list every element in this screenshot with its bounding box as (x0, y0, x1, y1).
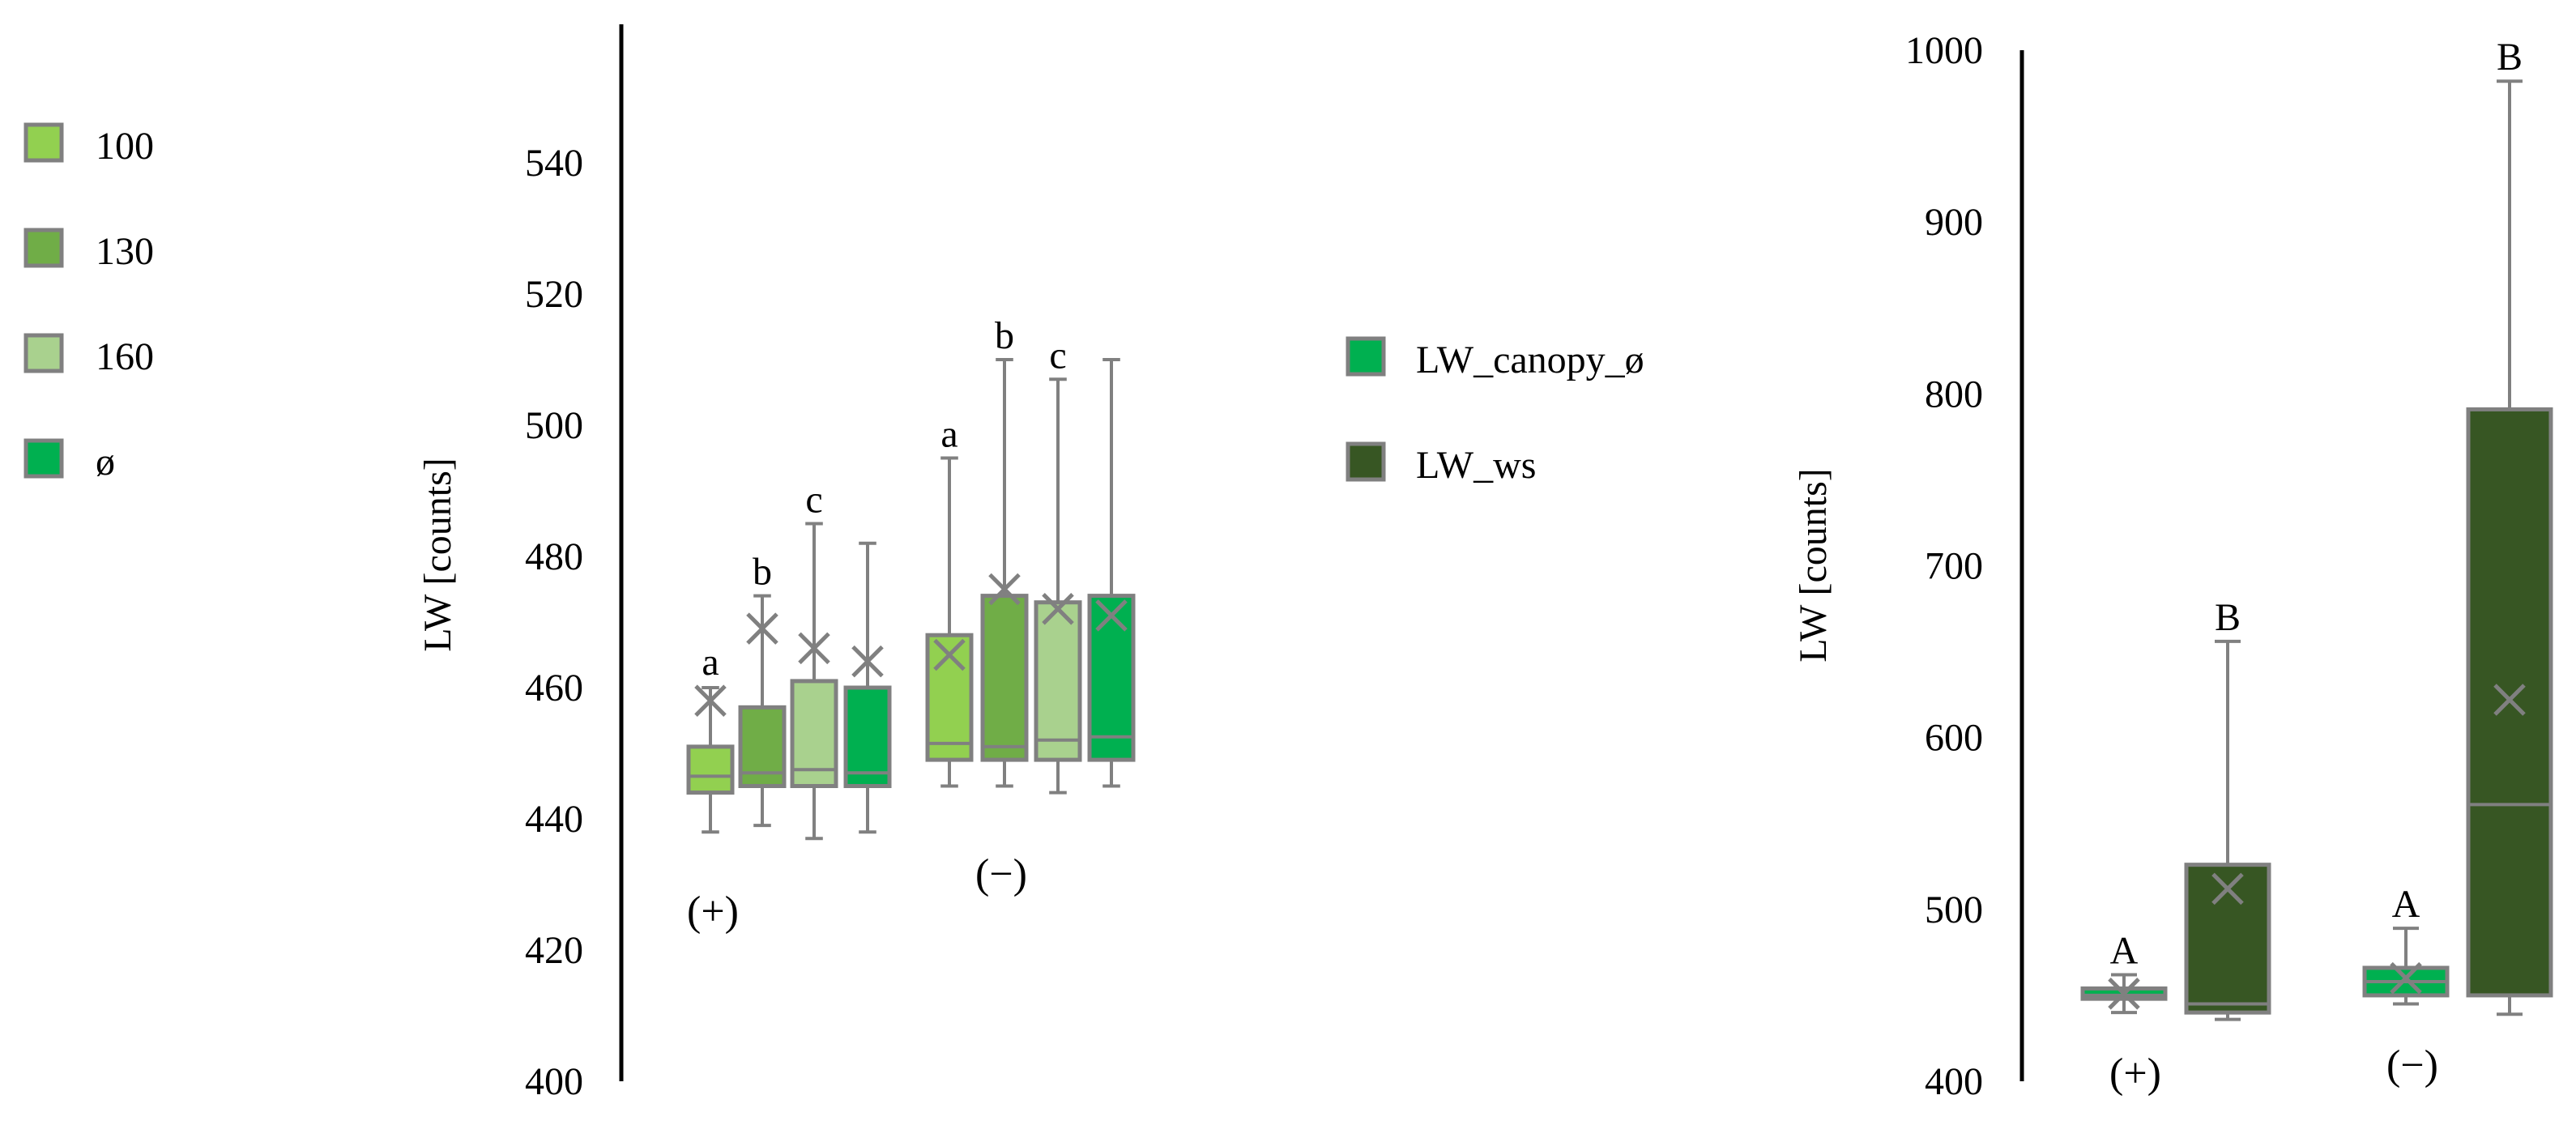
legend-right: LW_canopy_ø LW_ws (1346, 336, 1644, 487)
chart1-160-minus-significance-letter: c (1049, 334, 1066, 377)
chart2-y-tick-800: 800 (1925, 373, 1983, 415)
chart2-lw-canopy-mean-plus-boxplot: A (2080, 929, 2168, 1015)
chart2-lw-canopy-mean-minus-significance-letter: A (2392, 883, 2420, 926)
chart1-y-tick-440: 440 (525, 798, 583, 841)
chart2-group-label-plus: (+) (2109, 1050, 2161, 1097)
chart1-160-plus-mean-marker-b (798, 632, 830, 665)
chart2-lw-ws-minus-mean-marker-b (2493, 684, 2526, 716)
chart1-160-plus-boxplot: c (790, 479, 838, 841)
legend-item-mean: ø (23, 438, 115, 484)
chart1-100-plus-boxplot: a (686, 641, 735, 834)
chart1-100-plus-significance-letter: a (702, 641, 719, 684)
chart1-y-tick-500: 500 (525, 404, 583, 447)
chart2-lw-ws-plus-boxplot: B (2184, 596, 2271, 1021)
chart2-lw-canopy-mean-minus-mean-marker-b (2390, 961, 2422, 995)
chart1-130-plus-boxplot: b (738, 551, 787, 828)
chart1-mean-minus-mean-marker-b (1095, 599, 1128, 632)
chart1-130-minus-significance-letter: b (995, 314, 1014, 357)
legend-left: 100 130 160 ø (23, 122, 154, 484)
chart2-lw-canopy-mean-minus-boxplot: A (2362, 883, 2450, 1006)
chart1-160-minus-mean-marker-b (1042, 593, 1074, 625)
legend-item-160: 160 (23, 333, 154, 378)
chart1-y-tick-520: 520 (525, 273, 583, 316)
chart2-y-ticks: 400 500 600 700 800 900 1000 (1905, 29, 1983, 1103)
chart1-100-minus-boxplot: a (925, 413, 974, 788)
legend-item-lw-canopy: LW_canopy_ø (1346, 336, 1644, 381)
chart1-160-minus-box (1034, 600, 1082, 762)
chart2-y-axis-label: LW [counts] (1792, 468, 1835, 662)
chart1-y-tick-400: 400 (525, 1060, 583, 1103)
legend-label-130: 130 (96, 230, 154, 273)
chart2-lw-ws-plus-mean-marker-b (2211, 872, 2244, 906)
legend-label-160: 160 (96, 335, 154, 378)
legend-label-100: 100 (96, 125, 154, 168)
chart1-group-label-minus: (−) (975, 851, 1027, 897)
legend-label-lw-ws: LW_ws (1416, 444, 1536, 487)
legend-swatch-lw-ws (1346, 441, 1386, 482)
legend-swatch-100 (23, 122, 64, 163)
chart1-y-axis-label: LW [counts] (416, 458, 459, 651)
chart1-130-plus-significance-letter: b (753, 551, 772, 594)
legend-item-100: 100 (23, 122, 154, 168)
legend-item-130: 130 (23, 228, 154, 273)
chart1-130-minus-mean-marker-b (988, 573, 1021, 606)
chart2-y-tick-600: 600 (1925, 717, 1983, 760)
legend-item-lw-ws: LW_ws (1346, 441, 1536, 487)
chart1-160-minus-boxplot: c (1034, 334, 1082, 795)
chart2-lw-ws-plus-significance-letter: B (2215, 596, 2241, 639)
chart1-mean-plus-boxplot (843, 541, 892, 834)
chart1-y-axis: 400 420 440 460 480 500 520 540 (525, 24, 624, 1103)
chart1-130-plus-mean-marker-b (746, 612, 778, 645)
chart2-y-tick-700: 700 (1925, 545, 1983, 588)
chart1-group-label-plus: (+) (687, 888, 739, 935)
chart1-mean-plus-box (843, 685, 892, 788)
chart2-lw-canopy-mean-plus-mean-marker-b (2108, 978, 2140, 1010)
legend-swatch-130 (23, 228, 64, 268)
chart2-group-label-minus: (−) (2386, 1042, 2438, 1089)
chart1-130-minus-box (980, 594, 1029, 762)
chart2-y-axis: 400 500 600 700 800 900 1000 (1905, 29, 2024, 1103)
chart1-100-plus-mean-marker-b (694, 684, 727, 717)
chart1-mean-plus-mean-marker-b (851, 645, 884, 678)
chart1-y-tick-540: 540 (525, 142, 583, 185)
chart1-y-tick-460: 460 (525, 667, 583, 710)
chart1-130-minus-boxplot: b (980, 314, 1029, 788)
chart1-100-minus-significance-letter: a (940, 413, 957, 456)
chart2-y-tick-400: 400 (1925, 1060, 1983, 1103)
chart2-lw-ws-minus-significance-letter: B (2497, 36, 2523, 79)
chart2-lw-canopy-mean-plus-significance-letter: A (2110, 929, 2139, 972)
chart1-mean-minus-boxplot (1087, 358, 1136, 788)
chart1-160-plus-significance-letter: c (805, 479, 822, 522)
legend-label-lw-canopy: LW_canopy_ø (1416, 339, 1644, 381)
chart1-y-tick-420: 420 (525, 929, 583, 972)
legend-label-mean: ø (96, 441, 115, 484)
chart1-100-plus-box (686, 744, 735, 795)
legend-swatch-160 (23, 333, 64, 373)
chart1-y-tick-480: 480 (525, 535, 583, 578)
chart2-y-tick-900: 900 (1925, 201, 1983, 244)
legend-swatch-mean (23, 438, 64, 479)
chart2-plot-area: A A B B (2080, 36, 2553, 1021)
chart1-y-ticks: 400 420 440 460 480 500 520 540 (525, 142, 583, 1103)
chart2-y-tick-1000: 1000 (1905, 29, 1983, 72)
chart1-100-minus-mean-marker-b (933, 638, 966, 671)
chart1-mean-minus-box (1087, 594, 1136, 762)
chart2-lw-ws-minus-boxplot: B (2466, 36, 2553, 1016)
chart2-y-tick-500: 500 (1925, 888, 1983, 931)
legend-swatch-lw-canopy (1346, 336, 1386, 377)
